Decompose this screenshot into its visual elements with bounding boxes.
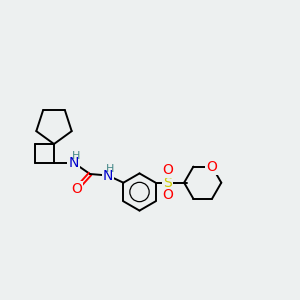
- Text: O: O: [162, 188, 173, 202]
- Text: O: O: [162, 163, 173, 177]
- Text: H: H: [71, 151, 80, 161]
- Text: S: S: [163, 176, 172, 190]
- Text: H: H: [106, 164, 114, 174]
- Text: N: N: [103, 169, 113, 182]
- Text: O: O: [71, 182, 82, 196]
- Text: O: O: [207, 160, 218, 174]
- Text: N: N: [68, 156, 79, 170]
